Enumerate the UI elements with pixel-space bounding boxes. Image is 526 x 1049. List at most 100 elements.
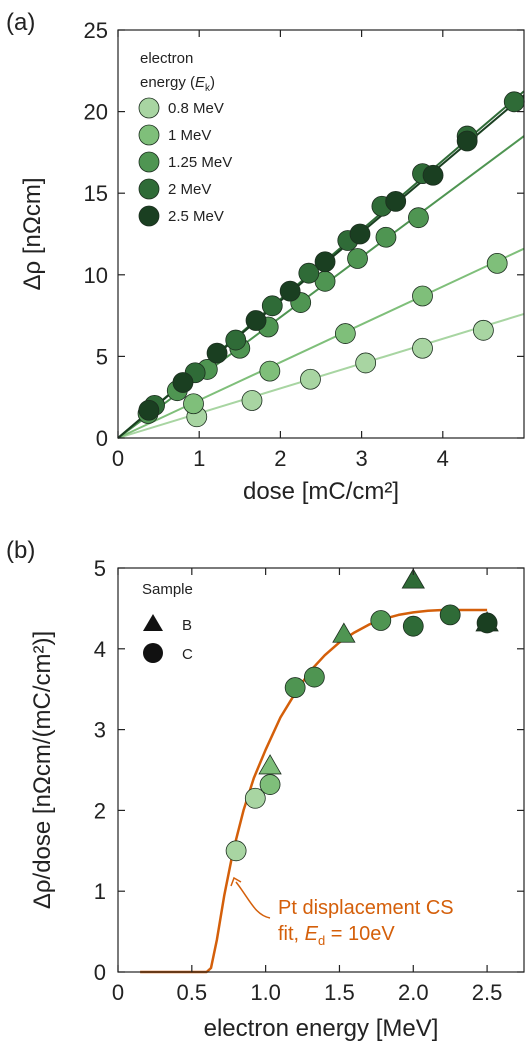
data-point — [422, 164, 444, 186]
data-point — [300, 368, 321, 390]
data-point — [334, 323, 356, 344]
legend-title-line1: electron — [140, 50, 193, 67]
legend-marker — [138, 205, 160, 227]
data-point-triangle — [401, 568, 425, 589]
panel-a-legend-items: 0.8 MeV 1 MeV 1.25 MeV 2 MeV 2.5 MeV — [138, 97, 232, 227]
data-point — [138, 399, 160, 421]
panel-a-y-tick-labels: 0 5 10 15 20 25 — [84, 18, 108, 451]
data-point-circle — [284, 677, 306, 698]
x-tick-label: 3 — [355, 446, 367, 471]
y-tick-label: 20 — [84, 100, 108, 125]
legend-label: 1 MeV — [168, 127, 211, 144]
data-point — [183, 393, 204, 415]
data-point — [486, 252, 508, 274]
panel-b-legend-title: Sample — [142, 581, 193, 598]
annotation-line2: fit, Ed = 10eV — [278, 923, 395, 948]
y-tick-label: 0 — [96, 426, 108, 451]
y-tick-label: 3 — [94, 718, 106, 743]
data-point — [261, 295, 283, 317]
y-tick-label: 10 — [84, 263, 108, 288]
x-tick-label: 0.5 — [177, 980, 208, 1005]
legend-circle-marker — [143, 643, 163, 663]
data-point — [298, 262, 320, 284]
data-point — [385, 190, 407, 212]
data-point — [349, 223, 371, 245]
legend-label-b: B — [182, 617, 192, 634]
panel-b-y-axis-label: Δρ/dose [nΩcm/(mC/cm²)] — [29, 631, 56, 909]
data-point-circle — [370, 610, 392, 631]
panel-b-ticks — [117, 567, 524, 973]
data-point — [245, 310, 267, 331]
data-point — [408, 207, 429, 229]
data-point — [314, 251, 336, 273]
data-point — [412, 285, 433, 307]
panel-a-x-axis-label: dose [mC/cm²] — [243, 478, 399, 505]
x-tick-label: 0 — [112, 980, 124, 1005]
annotation-arrow — [235, 881, 271, 919]
y-tick-label: 0 — [94, 960, 106, 985]
x-tick-label: 2.5 — [472, 980, 503, 1005]
y-tick-label: 2 — [94, 798, 106, 823]
annotation-line1: Pt displacement CS — [278, 897, 454, 919]
panel-a-y-axis-label: Δρ [nΩcm] — [19, 178, 46, 291]
y-tick-label: 4 — [94, 637, 106, 662]
legend-label: 1.25 MeV — [168, 154, 232, 171]
legend-marker — [138, 151, 160, 173]
data-point-circle — [259, 774, 281, 795]
data-point-circle — [476, 612, 498, 634]
legend-label-c: C — [182, 646, 193, 663]
data-point — [412, 337, 433, 359]
panel-a: (a) 0 1 2 3 4 0 5 10 15 20 25 dose [mC/cm²] Δρ [n… — [6, 9, 525, 505]
data-point — [206, 342, 228, 364]
annotation-arrowhead — [230, 876, 242, 887]
panel-b-x-tick-labels: 0 0.5 1.0 1.5 2.0 2.5 — [112, 980, 503, 1005]
data-point-circle — [402, 615, 424, 637]
panel-b-x-axis-label: electron energy [MeV] — [204, 1015, 439, 1042]
data-point-circle — [244, 787, 266, 809]
panel-a-ticks — [117, 29, 524, 439]
data-point — [225, 329, 247, 351]
data-point — [259, 360, 281, 382]
data-point-circle — [303, 666, 325, 688]
data-point — [472, 319, 494, 341]
data-point-triangle — [332, 622, 356, 643]
x-tick-label: 2.0 — [398, 980, 429, 1005]
data-point — [347, 248, 368, 269]
data-point-triangle — [258, 754, 282, 775]
legend-label: 0.8 MeV — [168, 100, 224, 117]
panel-b-plot-frame — [117, 567, 525, 973]
y-tick-label: 5 — [94, 556, 106, 581]
panel-a-x-tick-labels: 0 1 2 3 4 — [112, 446, 449, 471]
x-tick-label: 1.0 — [250, 980, 281, 1005]
y-tick-label: 15 — [84, 181, 108, 206]
panel-b-y-tick-labels: 0 1 2 3 4 5 — [94, 556, 106, 985]
y-tick-label: 25 — [84, 18, 108, 43]
x-tick-label: 4 — [437, 446, 449, 471]
legend-marker — [138, 97, 160, 119]
x-tick-label: 0 — [112, 446, 124, 471]
panel-b-points — [225, 568, 499, 862]
data-point-circle — [225, 840, 247, 862]
legend-marker — [138, 178, 160, 200]
data-point — [456, 130, 478, 152]
y-tick-label: 5 — [96, 344, 108, 369]
legend-marker — [138, 124, 160, 146]
y-tick-label: 1 — [94, 879, 106, 904]
panel-a-plot-frame — [117, 29, 525, 439]
x-tick-label: 1 — [193, 446, 205, 471]
data-point — [503, 91, 525, 113]
panel-b: (b) 0 0.5 1.0 1.5 2.0 2.5 0 1 2 3 4 5 electron ene… — [6, 537, 525, 1042]
panel-a-points — [137, 91, 525, 428]
data-point — [355, 352, 377, 374]
legend-label: 2 MeV — [168, 181, 211, 198]
data-point — [279, 280, 301, 302]
x-tick-label: 1.5 — [324, 980, 355, 1005]
panel-b-label: (b) — [6, 537, 35, 564]
legend-label: 2.5 MeV — [168, 208, 224, 225]
data-point — [241, 390, 263, 411]
fit-line-0 — [117, 313, 525, 439]
data-point — [375, 226, 397, 248]
panel-a-legend: electron energy (Ek) 0.8 MeV 1 MeV 1.25 Me… — [138, 50, 232, 227]
data-point — [172, 372, 194, 393]
